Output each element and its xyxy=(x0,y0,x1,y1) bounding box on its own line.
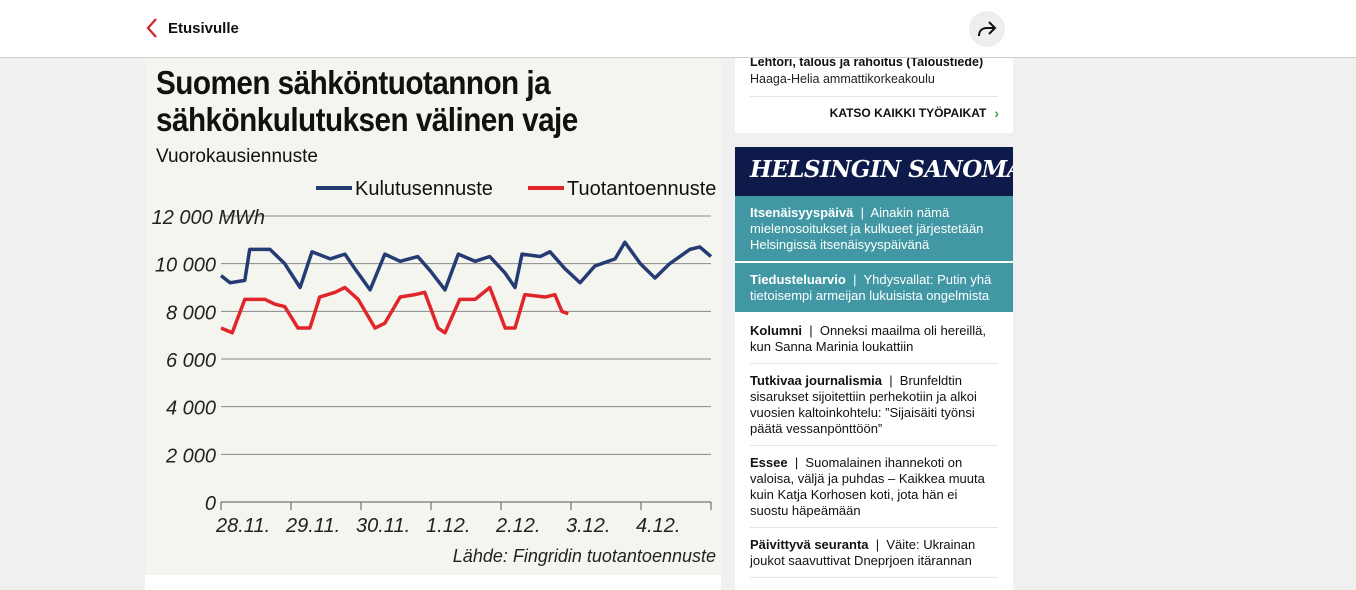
hs-widget: HELSINGIN SANOMAT Itsenäisyyspäivä | Ain… xyxy=(735,147,1013,590)
content-bottom xyxy=(145,575,721,590)
article-kicker: Tutkivaa journalismia xyxy=(750,373,882,388)
article-kicker: Päivittyvä seuranta xyxy=(750,537,869,552)
x-tick-label: 30.11. xyxy=(356,515,410,537)
article-kicker: Essee xyxy=(750,455,788,470)
article-headline: Suomalainen ihannekoti on valoisa, väljä… xyxy=(750,455,985,518)
article-headline: Väite: Ukrainan joukot saavuttivat Dnepr… xyxy=(750,537,976,568)
article-item[interactable]: Tutkivaa journalismia | Brunfeldtin sisa… xyxy=(750,364,998,446)
legend-label: Tuotantoennuste xyxy=(567,178,716,200)
series-line-tuotantoennuste xyxy=(220,285,569,335)
share-icon xyxy=(978,21,997,37)
all-jobs-link[interactable]: KATSO KAIKKI TYÖPAIKAT › xyxy=(830,105,999,121)
x-tick-label: 28.11. xyxy=(215,515,270,537)
divider xyxy=(750,96,998,97)
y-tick-label: 8 000 xyxy=(166,302,216,324)
featured-article[interactable]: Tiedusteluarvio | Yhdysvallat: Putin yhä… xyxy=(735,263,1013,312)
jobs-widget: Lehtori, talous ja rahoitus (Taloustiede… xyxy=(735,55,1013,133)
job-title[interactable]: Lehtori, talous ja rahoitus (Taloustiede… xyxy=(750,55,984,69)
y-tick-label: 6 000 xyxy=(166,350,216,372)
article-item[interactable]: Essee | Suomalainen ihannekoti on valois… xyxy=(750,446,998,528)
y-tick-label: 12 000 MWh xyxy=(152,207,265,229)
chevron-right-icon: › xyxy=(994,105,999,121)
article-headline: Yhdysvallat: Putin yhä tietoisempi armei… xyxy=(750,272,992,303)
y-tick-label: 0 xyxy=(205,493,216,515)
x-tick-label: 2.12. xyxy=(495,515,540,537)
all-jobs-label: KATSO KAIKKI TYÖPAIKAT xyxy=(829,106,987,120)
y-tick-label: 10 000 xyxy=(155,255,216,277)
line-chart: 0 2 000 4 000 6 000 8 000 10 000 12 000 MWh 28.… xyxy=(152,178,717,566)
graphic-title: Suomen sähköntuotannon ja sähkönkulutukse… xyxy=(156,64,660,138)
article-headline: Onneksi maailma oli hereillä, kun Sanna … xyxy=(750,323,987,354)
article-item[interactable]: Päivittyvä seuranta | Väite: Ukrainan jo… xyxy=(750,528,998,578)
y-tick-label: 2 000 xyxy=(165,445,216,467)
share-button[interactable] xyxy=(969,11,1005,47)
series-line-kulutusennuste xyxy=(219,240,713,292)
graphic-title-line-1: Suomen sähköntuotannon ja xyxy=(156,64,551,101)
hs-logo[interactable]: HELSINGIN SANOMAT xyxy=(735,147,1013,196)
x-tick-label: 29.11. xyxy=(285,515,340,537)
article-kicker: Itsenäisyyspäivä xyxy=(750,205,854,220)
featured-article[interactable]: Itsenäisyyspäivä | Ainakin nämä mielenos… xyxy=(735,196,1013,261)
article-kicker: Tiedusteluarvio xyxy=(750,272,846,287)
job-employer: Haaga-Helia ammattikorkeakoulu xyxy=(750,72,935,86)
graphic-subtitle: Vuorokausiennuste xyxy=(156,146,318,167)
chart-source: Lähde: Fingridin tuotantoennuste xyxy=(453,546,716,566)
article-headline: Ainakin nämä mielenosoitukset ja kulkuee… xyxy=(750,205,984,252)
graphic-title-line-2: sähkönkulutuksen välinen vaje xyxy=(156,101,578,138)
article-item[interactable]: Kolumni | Onneksi maailma oli hereillä, … xyxy=(750,314,998,364)
x-tick-label: 4.12. xyxy=(636,515,680,537)
article-kicker: Kolumni xyxy=(750,323,802,338)
back-link[interactable]: Etusivulle xyxy=(146,17,239,39)
x-tick-label: 3.12. xyxy=(566,515,610,537)
y-tick-label: 4 000 xyxy=(166,398,216,420)
top-bar: Etusivulle xyxy=(0,0,1356,58)
chevron-left-icon xyxy=(146,18,157,38)
x-tick-label: 1.12. xyxy=(426,515,470,537)
legend-label: Kulutusennuste xyxy=(355,178,493,200)
back-label: Etusivulle xyxy=(168,19,239,37)
article-headline: Brunfeldtin sisarukset sijoitettiin perh… xyxy=(750,373,977,436)
